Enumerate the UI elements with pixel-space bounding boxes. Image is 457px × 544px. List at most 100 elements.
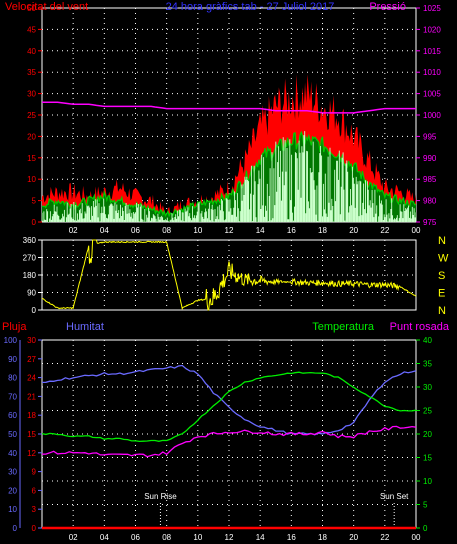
pressure-label: Pressió bbox=[369, 1, 406, 13]
tick-label-temp: 20 bbox=[423, 430, 432, 439]
tick-label-temp: 25 bbox=[423, 407, 432, 416]
tick-label-rain: 15 bbox=[27, 430, 36, 439]
tick-label-wind: 0 bbox=[32, 218, 37, 227]
tick-label-direction: 270 bbox=[23, 254, 37, 263]
tick-label-hour: 22 bbox=[380, 226, 389, 235]
tick-label-wind: 25 bbox=[27, 111, 36, 120]
tick-label-pressure: 985 bbox=[423, 175, 437, 184]
tick-label-temp: 15 bbox=[423, 454, 432, 463]
tick-label-hour: 08 bbox=[162, 533, 171, 542]
compass-label: E bbox=[438, 288, 445, 300]
tick-label-direction: 90 bbox=[27, 289, 36, 298]
tick-label-hour: 20 bbox=[349, 226, 358, 235]
tick-label-rain: 27 bbox=[27, 355, 36, 364]
tick-label-humidity: 60 bbox=[8, 411, 17, 420]
tick-label-rain: 3 bbox=[32, 505, 37, 514]
tick-label-wind: 30 bbox=[27, 90, 36, 99]
tick-label-hour: 04 bbox=[100, 533, 109, 542]
panel-1-series bbox=[41, 74, 417, 222]
tick-label-pressure: 975 bbox=[423, 218, 437, 227]
series-average bbox=[41, 131, 417, 222]
tick-label-hour: 12 bbox=[225, 533, 234, 542]
compass-label: N bbox=[438, 305, 446, 317]
tick-label-hour: 02 bbox=[69, 226, 78, 235]
tick-label-humidity: 80 bbox=[8, 374, 17, 383]
tick-label-humidity: 0 bbox=[13, 524, 18, 533]
sun-annotation: Sun Set bbox=[380, 492, 409, 501]
rain-label: Pluja bbox=[2, 321, 27, 333]
tick-label-pressure: 1025 bbox=[423, 4, 441, 13]
tick-label-hour: 04 bbox=[100, 226, 109, 235]
tick-label-hour: 18 bbox=[318, 533, 327, 542]
tick-label-humidity: 100 bbox=[4, 336, 18, 345]
panel-2-grid bbox=[42, 240, 416, 310]
tick-label-temp: 35 bbox=[423, 360, 432, 369]
panel-3-annotations: Sun Rise Sun Set bbox=[144, 492, 409, 528]
tick-label-pressure: 1010 bbox=[423, 68, 441, 77]
tick-label-wind: 5 bbox=[32, 197, 37, 206]
tick-label-wind: 20 bbox=[27, 132, 36, 141]
panel-3-series bbox=[41, 364, 417, 530]
tick-label-pressure: 990 bbox=[423, 154, 437, 163]
tick-label-temp: 10 bbox=[423, 477, 432, 486]
tick-label-temp: 30 bbox=[423, 383, 432, 392]
tick-label-pressure: 1000 bbox=[423, 111, 441, 120]
tick-label-temp: 0 bbox=[423, 524, 428, 533]
series-pressure bbox=[42, 101, 416, 114]
tick-label-rain: 6 bbox=[32, 486, 37, 495]
tick-label-rain: 12 bbox=[27, 449, 36, 458]
tick-label-pressure: 1020 bbox=[423, 25, 441, 34]
tick-label-humidity: 40 bbox=[8, 449, 17, 458]
tick-label-pressure: 980 bbox=[423, 197, 437, 206]
tick-label-wind: 35 bbox=[27, 68, 36, 77]
tick-label-direction: 0 bbox=[32, 306, 37, 315]
tick-label-rain: 24 bbox=[27, 374, 36, 383]
panel-2-series bbox=[41, 239, 417, 311]
compass-label: S bbox=[438, 270, 445, 282]
tick-label-hour: 06 bbox=[131, 533, 140, 542]
tick-label-hour: 16 bbox=[287, 226, 296, 235]
panel-1-grid bbox=[42, 8, 417, 222]
tick-label-wind: 40 bbox=[27, 47, 36, 56]
tick-label-humidity: 20 bbox=[8, 486, 17, 495]
panel-1-ticks: 0510152025303540455097598098599099510001… bbox=[27, 4, 441, 235]
tick-label-hour: 14 bbox=[256, 533, 265, 542]
tick-label-direction: 360 bbox=[23, 236, 37, 245]
humidity-label: Humitat bbox=[66, 321, 104, 333]
tick-label-pressure: 1005 bbox=[423, 90, 441, 99]
tick-label-wind: 10 bbox=[27, 175, 36, 184]
tick-label-hour: 06 bbox=[131, 226, 140, 235]
tick-label-pressure: 995 bbox=[423, 132, 437, 141]
series-speed bbox=[41, 130, 417, 218]
tick-label-humidity: 50 bbox=[8, 430, 17, 439]
sun-annotation: Sun Rise bbox=[144, 492, 177, 501]
series-speed-fill bbox=[42, 132, 416, 222]
chart-title: 24 hora gràfics tab - 27 Juliol 2017 bbox=[166, 1, 335, 13]
tick-label-hour: 16 bbox=[287, 533, 296, 542]
tick-label-humidity: 70 bbox=[8, 392, 17, 401]
tick-label-humidity: 30 bbox=[8, 468, 17, 477]
tick-label-pressure: 1015 bbox=[423, 47, 441, 56]
tick-label-rain: 18 bbox=[27, 411, 36, 420]
series-direction bbox=[41, 239, 417, 311]
temperature-label: Temperatura bbox=[312, 321, 375, 333]
tick-label-rain: 0 bbox=[32, 524, 37, 533]
tick-label-hour: 12 bbox=[225, 226, 234, 235]
tick-label-wind: 15 bbox=[27, 154, 36, 163]
wind-speed-label: Velocitat del vent bbox=[5, 1, 88, 13]
panel-temperature-humidity: Sun Rise Sun Set 010203040506070809010003… bbox=[2, 321, 450, 542]
compass-label: W bbox=[438, 253, 449, 265]
tick-label-hour: 08 bbox=[162, 226, 171, 235]
tick-label-hour: 18 bbox=[318, 226, 327, 235]
tick-label-hour: 02 bbox=[69, 533, 78, 542]
series-humidity bbox=[41, 364, 417, 436]
tick-label-temp: 5 bbox=[423, 501, 428, 510]
tick-label-humidity: 90 bbox=[8, 355, 17, 364]
tick-label-hour: 10 bbox=[193, 533, 202, 542]
compass-label: N bbox=[438, 235, 446, 247]
panel-3-ticks: 0102030405060708090100036912151821242730… bbox=[4, 336, 433, 542]
dew-point-label: Punt rosada bbox=[390, 321, 450, 333]
tick-label-wind: 50 bbox=[27, 4, 36, 13]
